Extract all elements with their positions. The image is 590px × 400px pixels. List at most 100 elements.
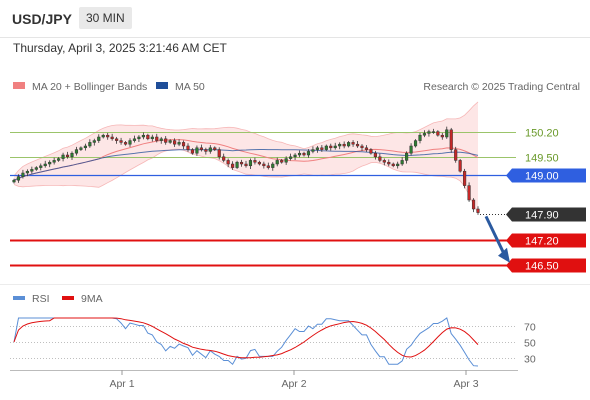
level-lines: 150.20 149.50 149.00 147.90 147.20 146.50 (10, 128, 586, 273)
candle-body (315, 147, 319, 150)
candle-body (199, 147, 203, 150)
candle-body (190, 149, 195, 154)
ma9-legend-label: 9MA (81, 293, 103, 305)
candle-body (449, 129, 453, 150)
candle-body (440, 134, 444, 138)
candle-body (52, 160, 56, 163)
candle-body (173, 140, 177, 145)
candle-body (239, 161, 244, 165)
candle-body (405, 152, 409, 161)
rsi-panel: 70 50 30 (10, 317, 536, 367)
candle-body (30, 169, 34, 172)
candle-body (351, 142, 355, 145)
candle-body (119, 140, 123, 143)
projection-arrow-shaft (484, 215, 506, 255)
candle-body (57, 158, 61, 161)
candle-body (342, 143, 346, 147)
candle-body (471, 199, 476, 210)
candle-body (427, 131, 431, 134)
candle-body (253, 160, 257, 163)
candle-body (378, 156, 382, 161)
candle-body (463, 170, 467, 186)
candle-body (293, 154, 297, 158)
candle-body (409, 145, 413, 154)
candle-body (436, 131, 440, 136)
candle-body (400, 160, 404, 165)
projection-arrow-head (498, 247, 510, 263)
candle-body (101, 134, 105, 138)
candle-body (21, 172, 25, 177)
candle-body (61, 154, 65, 159)
candle-body (244, 163, 248, 167)
rsi-legend-swatch (13, 296, 25, 300)
candle-body (275, 160, 279, 165)
candle-body (355, 143, 360, 147)
candle-body (391, 163, 395, 167)
candle-body (186, 145, 190, 150)
x-tick-label: Apr 3 (453, 378, 478, 390)
candle-body (222, 156, 226, 161)
candle-body (128, 140, 132, 145)
candle-body (48, 161, 52, 165)
candle-body (311, 149, 315, 152)
candle-body (65, 154, 70, 158)
candle-body (266, 165, 270, 168)
candle-body (347, 142, 351, 147)
pivot-label: 149.00 (525, 171, 559, 183)
candle-body (12, 179, 16, 183)
candle-body (106, 134, 110, 138)
candle-body (132, 138, 137, 141)
candle-body (320, 147, 324, 150)
candle-body (422, 133, 427, 136)
candle-body (177, 142, 181, 145)
candle-body (217, 149, 221, 158)
ma20-legend-label: MA 20 + Bollinger Bands (32, 81, 147, 93)
support-tag (506, 258, 586, 273)
x-axis: Apr 1 Apr 2 Apr 3 (109, 370, 479, 390)
candle-body (476, 208, 480, 213)
rsi-ma9-line (13, 317, 479, 359)
candle-body (280, 160, 284, 163)
candle-body (137, 136, 141, 140)
candle-body (360, 145, 364, 149)
candle-body (204, 149, 208, 152)
x-tick-label: Apr 1 (109, 378, 134, 390)
timeframe-button[interactable]: 30 MIN (79, 7, 132, 29)
candle-body (168, 140, 172, 143)
rsi-legend-label: RSI (32, 293, 50, 305)
candle-body (110, 136, 114, 140)
resistance-label: 149.50 (525, 153, 559, 165)
candle-body (364, 147, 369, 150)
x-tick-label: Apr 2 (281, 378, 306, 390)
pivot-tag (506, 168, 586, 183)
candle-body (235, 161, 239, 168)
candle-body (164, 138, 168, 143)
credit-text: Research © 2025 Trading Central (423, 81, 580, 93)
ma20-legend-swatch (13, 82, 25, 89)
candle-body (213, 147, 217, 150)
candle-body (146, 134, 150, 140)
candle-body (284, 158, 288, 163)
candle-body (181, 142, 186, 147)
candle-body (324, 145, 328, 150)
candle-body (302, 152, 306, 156)
support-label: 147.20 (525, 236, 559, 248)
candle-body (43, 163, 47, 167)
candle-body (373, 152, 377, 158)
candle-body (226, 160, 230, 165)
candle-body (25, 170, 29, 174)
last-price-label: 147.90 (525, 210, 559, 222)
candles (12, 126, 480, 215)
candle-body (458, 160, 462, 172)
candle-body (396, 163, 400, 167)
candle-body (382, 160, 386, 163)
candle-body (338, 143, 342, 147)
candle-body (34, 167, 38, 170)
candle-body (445, 129, 449, 138)
ma50-legend-label: MA 50 (175, 81, 205, 93)
candle-body (369, 149, 373, 154)
candle-body (431, 131, 435, 133)
ma9-legend-swatch (62, 296, 74, 300)
